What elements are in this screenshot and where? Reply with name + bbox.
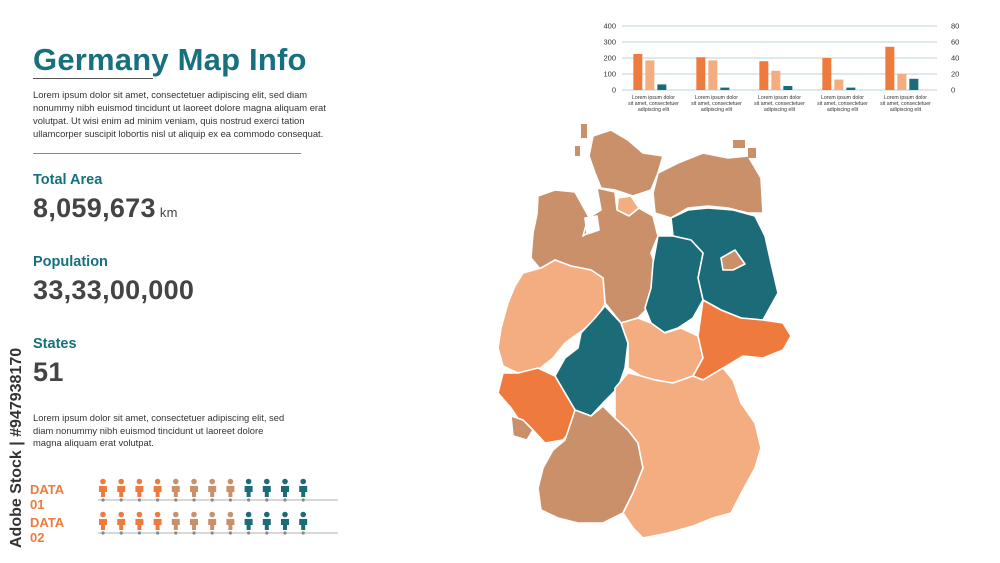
map-region-saarland	[510, 415, 534, 441]
person-icon	[117, 511, 126, 535]
category-label: Lorem ipsum dolor sit amet, consectetuer a…	[754, 95, 805, 113]
left-tick-label: 400	[603, 22, 616, 31]
map-region-saxony	[692, 299, 792, 381]
bar	[696, 57, 706, 90]
person-icon	[299, 478, 308, 502]
bar	[720, 87, 730, 90]
map-region-north-rhine-westphalia	[497, 259, 606, 374]
right-tick-label: 20	[951, 70, 959, 79]
person-icon	[153, 478, 162, 502]
person-icon	[171, 511, 180, 535]
population-value: 33,33,00,000	[33, 275, 195, 305]
island-3	[733, 140, 745, 148]
island-1	[581, 124, 587, 138]
person-icon	[299, 511, 308, 535]
map-region-berlin	[720, 249, 746, 271]
map-region-bremen	[584, 215, 600, 235]
person-icon	[262, 511, 271, 535]
map-region-schleswig-holstein	[588, 129, 664, 197]
states-label: States	[33, 336, 77, 352]
bar	[909, 78, 919, 90]
data-row-1-label: DATA 01	[30, 482, 64, 512]
bar	[897, 74, 907, 90]
person-icon	[226, 511, 235, 535]
intro-text: Lorem ipsum dolor sit amet, consectetuer…	[33, 89, 326, 139]
left-tick-label: 300	[603, 38, 616, 47]
map-region-mecklenburg	[652, 152, 764, 219]
left-tick-label: 100	[603, 70, 616, 79]
bar	[759, 61, 769, 90]
person-icon	[281, 478, 289, 502]
person-icon	[262, 478, 271, 502]
person-icon	[281, 511, 289, 535]
total-area-number: 8,059,673	[33, 193, 156, 223]
data-row-2-label: DATA 02	[30, 515, 64, 545]
page-title: Germany Map Info	[33, 42, 307, 77]
bar	[771, 70, 781, 90]
states-value: 51	[33, 357, 64, 387]
person-icon	[190, 511, 198, 535]
germany-map	[497, 124, 792, 539]
bar	[846, 87, 856, 90]
person-icon	[190, 478, 198, 502]
person-icon	[208, 478, 217, 502]
category-label: Lorem ipsum dolor sit amet, consectetuer a…	[691, 95, 742, 113]
left-tick-label: 200	[603, 54, 616, 63]
bar	[885, 46, 895, 90]
right-tick-label: 40	[951, 54, 959, 63]
total-area-unit: km	[159, 205, 178, 220]
person-icon	[244, 511, 253, 535]
person-icon	[99, 478, 107, 502]
bar	[657, 84, 667, 90]
total-area-label: Total Area	[33, 172, 103, 188]
title-underline	[33, 78, 153, 79]
category-label: Lorem ipsum dolor sit amet, consectetuer a…	[880, 95, 931, 113]
intro-divider	[33, 153, 301, 154]
person-icon	[135, 511, 144, 535]
map-region-hesse	[554, 305, 629, 417]
bar	[633, 54, 643, 90]
people-icons-row-2	[98, 511, 338, 535]
bar	[783, 86, 793, 90]
person-icon	[208, 511, 217, 535]
population-label: Population	[33, 254, 108, 270]
island-2	[575, 146, 580, 156]
person-icon	[99, 511, 107, 535]
map-region-bavaria	[614, 367, 762, 539]
watermark: Adobe Stock | #947938170	[8, 347, 25, 548]
right-tick-label: 60	[951, 38, 959, 47]
left-tick-label: 0	[612, 86, 616, 95]
people-icons-row-1	[98, 478, 338, 502]
right-tick-label: 0	[951, 86, 955, 95]
person-icon	[244, 478, 253, 502]
map-region-baden-wuerttemberg	[537, 405, 644, 524]
map-region-saxony-anhalt	[644, 235, 704, 334]
person-icon	[171, 478, 180, 502]
category-label: Lorem ipsum dolor sit amet, consectetuer a…	[628, 95, 679, 113]
person-icon	[117, 478, 126, 502]
person-icon	[135, 478, 144, 502]
bar	[708, 60, 718, 90]
person-icon	[226, 478, 235, 502]
bar	[834, 79, 844, 90]
bar	[645, 60, 655, 90]
bar-chart: 0 100 200 300 400 0 20 40 60 80 Lorem ipsum dolor s…	[603, 22, 959, 114]
bar	[822, 58, 832, 90]
description-text: Lorem ipsum dolor sit amet, consectetuer…	[33, 412, 285, 448]
total-area-value: 8,059,673 km	[33, 193, 178, 224]
right-tick-label: 80	[951, 22, 959, 31]
person-icon	[153, 511, 162, 535]
category-label: Lorem ipsum dolor sit amet, consectetuer a…	[817, 95, 868, 113]
island-4	[748, 148, 756, 158]
map-islands	[575, 124, 756, 158]
